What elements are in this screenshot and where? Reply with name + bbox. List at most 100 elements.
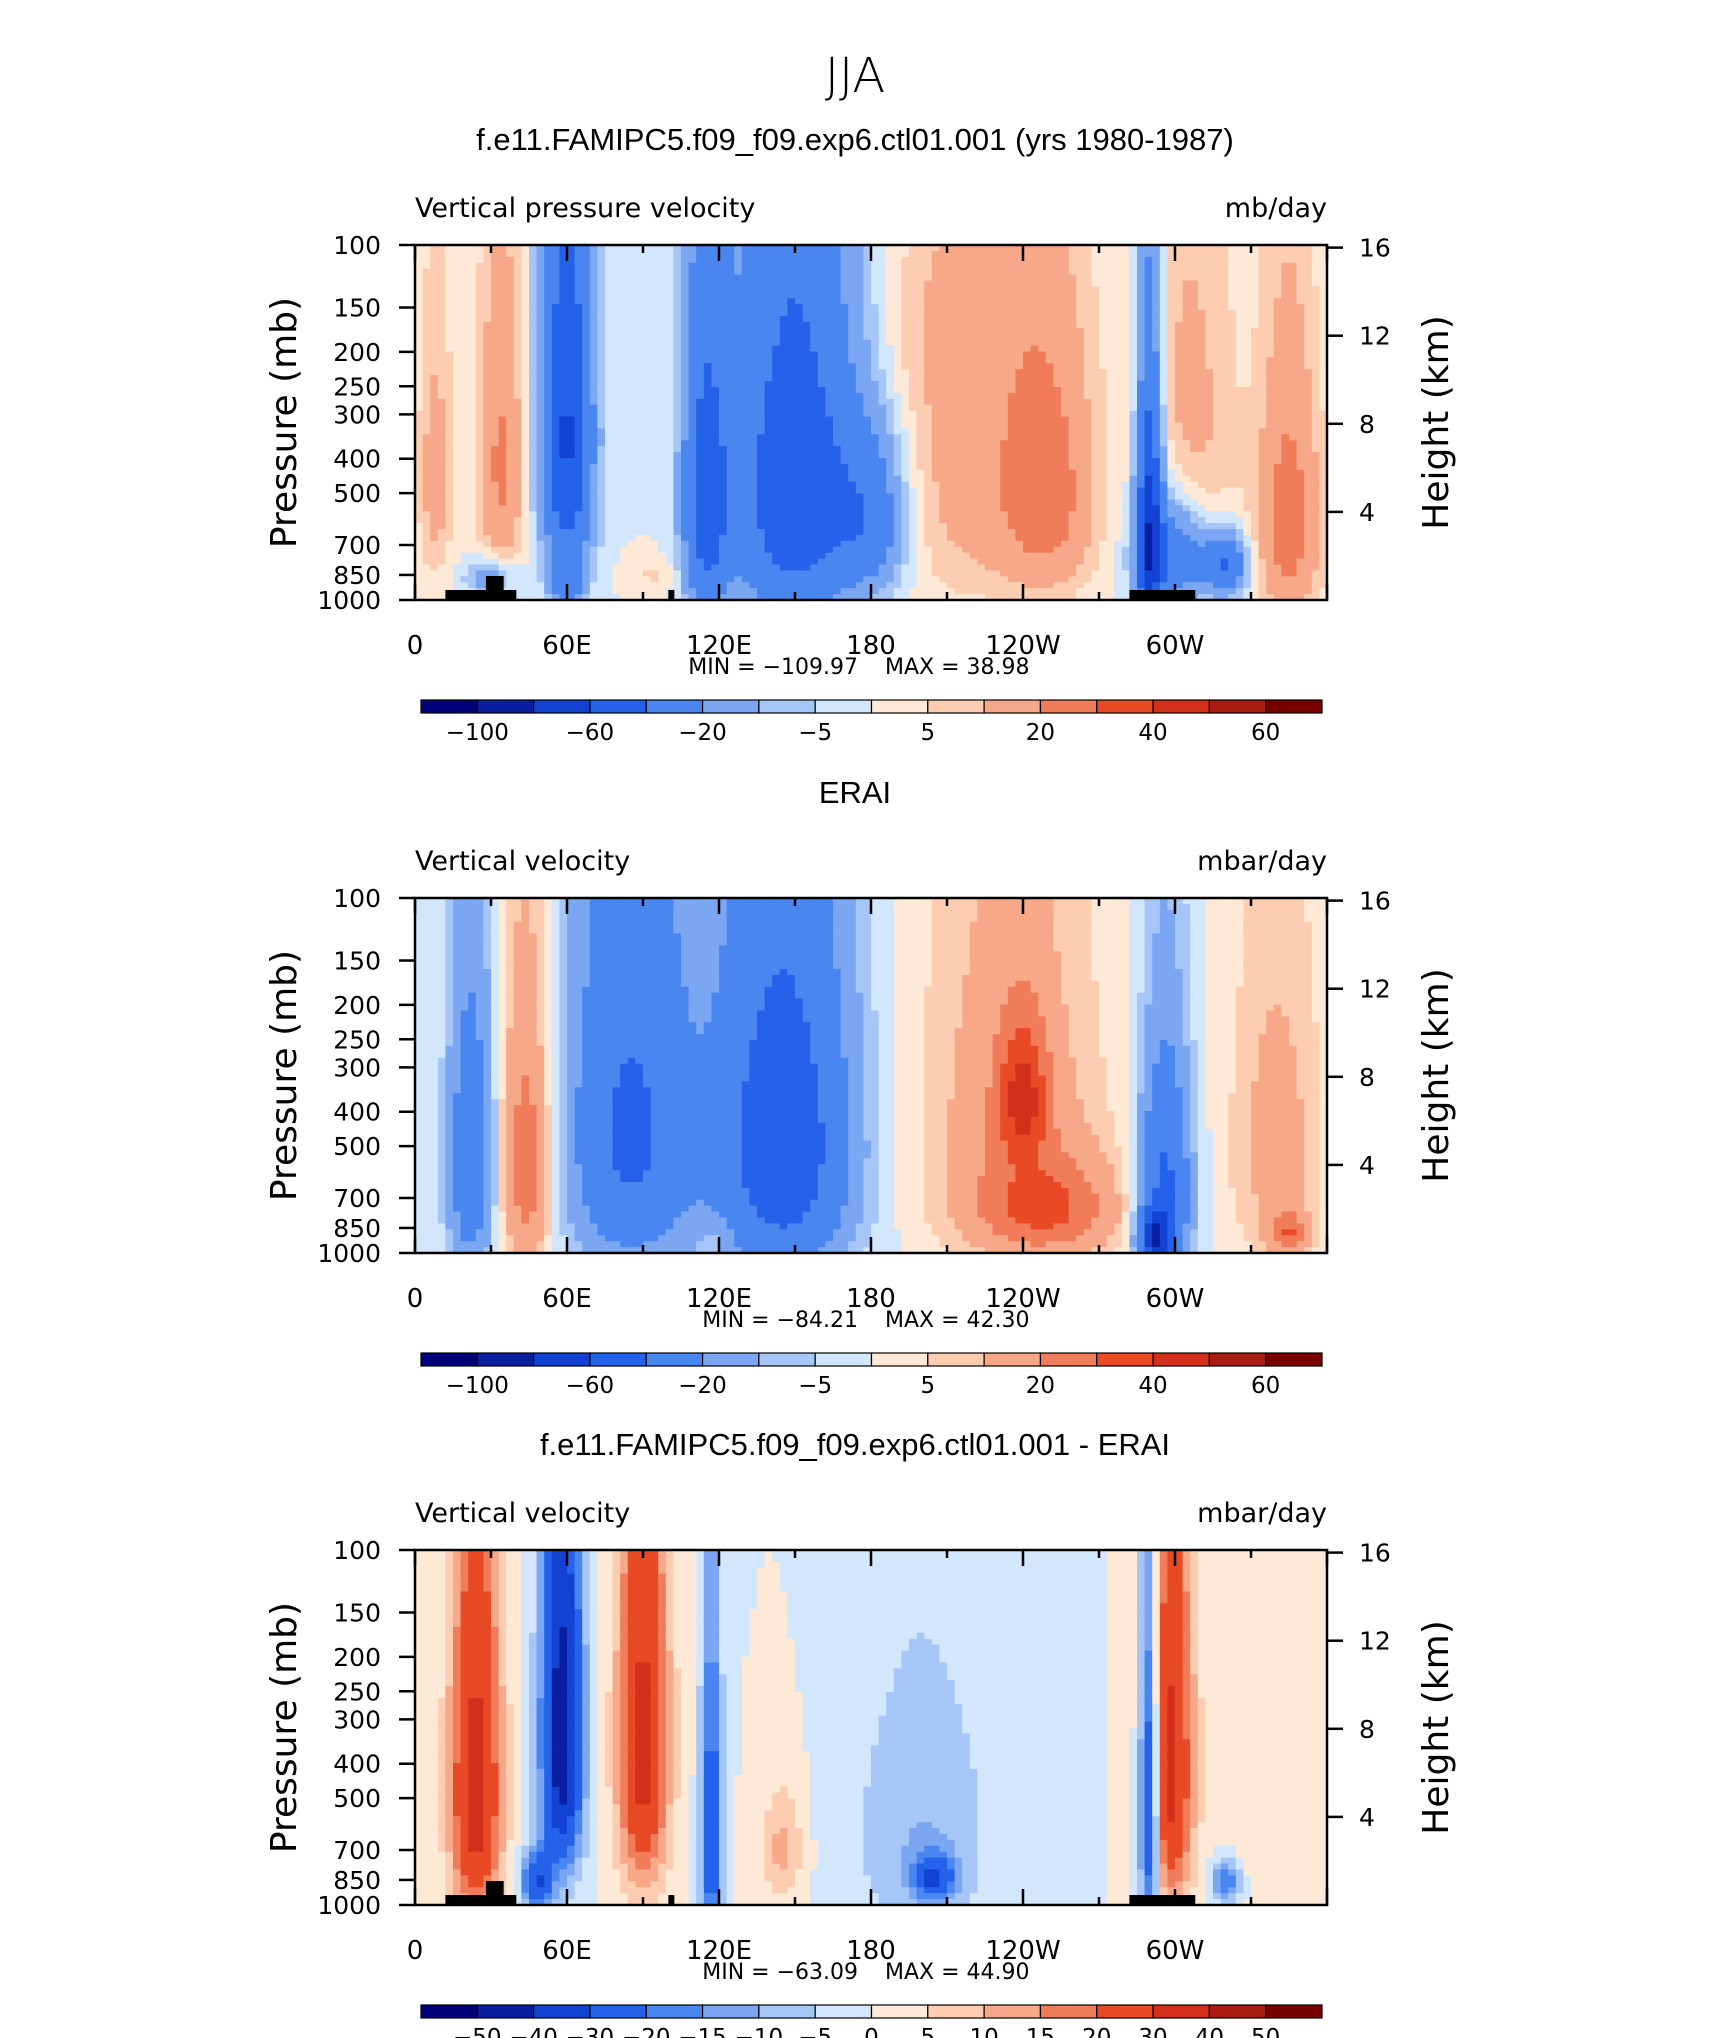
heatmap-cell <box>491 440 500 447</box>
heatmap-cell <box>749 274 758 282</box>
heatmap-cell <box>1311 481 1320 489</box>
heatmap-cell <box>1304 286 1313 293</box>
heatmap-cell <box>833 463 842 471</box>
heatmap-cell <box>741 458 750 465</box>
heatmap-cell <box>688 428 697 435</box>
heatmap-cell <box>536 481 545 489</box>
heatmap-cell <box>757 250 766 258</box>
heatmap-cell <box>817 416 826 424</box>
heatmap-cell <box>1243 274 1252 282</box>
heatmap-cell <box>415 321 424 329</box>
heatmap-cell <box>475 428 484 435</box>
heatmap-cell <box>506 422 515 430</box>
heatmap-cell <box>1296 446 1305 453</box>
heatmap-cell <box>498 351 507 359</box>
heatmap-cell <box>415 428 424 435</box>
heatmap-cell <box>1190 458 1199 465</box>
heatmap-cell <box>962 262 971 270</box>
heatmap-cell <box>878 316 887 323</box>
heatmap-cell <box>1182 245 1191 252</box>
heatmap-cell <box>491 422 500 430</box>
heatmap-cell <box>1167 310 1176 317</box>
heatmap-cell <box>878 286 887 293</box>
heatmap-cell <box>513 410 522 418</box>
heatmap-cell <box>1053 463 1062 471</box>
heatmap-cell <box>779 404 788 412</box>
heatmap-cell <box>430 351 439 359</box>
heatmap-cell <box>574 280 583 288</box>
heatmap-cell <box>1129 333 1138 341</box>
heatmap-cell <box>475 268 484 276</box>
heatmap-cell <box>536 280 545 288</box>
heatmap-cell <box>491 469 500 477</box>
heatmap-cell <box>703 250 712 258</box>
heatmap-cell <box>453 292 462 299</box>
heatmap-cell <box>787 392 796 400</box>
heatmap-cell <box>924 345 933 353</box>
heatmap-cell <box>513 321 522 329</box>
heatmap-cell <box>924 416 933 424</box>
heatmap-cell <box>962 310 971 317</box>
heatmap-cell <box>650 369 659 376</box>
heatmap-cell <box>924 469 933 477</box>
heatmap-cell <box>1083 469 1092 477</box>
heatmap-cell <box>772 327 781 335</box>
heatmap-cell <box>795 398 804 406</box>
heatmap-cell <box>863 398 872 406</box>
heatmap-cell <box>757 292 766 299</box>
heatmap-cell <box>460 351 469 359</box>
heatmap-cell <box>650 274 659 282</box>
heatmap-cell <box>947 339 956 347</box>
heatmap-cell <box>1205 345 1214 353</box>
heatmap-cell <box>719 339 728 347</box>
heatmap-cell <box>1197 256 1206 264</box>
heatmap-cell <box>757 316 766 323</box>
heatmap-cell <box>802 321 811 329</box>
heatmap-cell <box>1114 387 1123 394</box>
heatmap-cell <box>422 387 431 394</box>
heatmap-cell <box>1152 304 1161 311</box>
heatmap-cell <box>1167 327 1176 335</box>
heatmap-cell <box>1144 351 1153 359</box>
heatmap-cell <box>772 321 781 329</box>
heatmap-cell <box>453 310 462 317</box>
heatmap-cell <box>1038 434 1047 441</box>
heatmap-cell <box>795 452 804 459</box>
heatmap-cell <box>1251 469 1260 477</box>
heatmap-cell <box>772 469 781 477</box>
heatmap-cell <box>1228 274 1237 282</box>
heatmap-cell <box>916 387 925 394</box>
heatmap-cell <box>620 440 629 447</box>
heatmap-cell <box>825 256 834 264</box>
heatmap-cell <box>643 321 652 329</box>
heatmap-cell <box>635 458 644 465</box>
heatmap-cell <box>779 458 788 465</box>
heatmap-cell <box>1205 469 1214 477</box>
heatmap-cell <box>1099 351 1108 359</box>
heatmap-cell <box>513 487 522 495</box>
heatmap-cell <box>1076 375 1085 382</box>
heatmap-cell <box>1068 469 1077 477</box>
heatmap-cell <box>886 369 895 376</box>
heatmap-cell <box>551 327 560 335</box>
heatmap-cell <box>1083 345 1092 353</box>
heatmap-cell <box>551 469 560 477</box>
heatmap-cell <box>893 345 902 353</box>
heatmap-cell <box>1289 274 1298 282</box>
heatmap-cell <box>787 416 796 424</box>
heatmap-cell <box>1311 351 1320 359</box>
heatmap-cell <box>931 440 940 447</box>
heatmap-cell <box>589 333 598 341</box>
heatmap-cell <box>787 245 796 252</box>
heatmap-cell <box>962 298 971 305</box>
heatmap-cell <box>749 245 758 252</box>
heatmap-cell <box>506 387 515 394</box>
heatmap-cell <box>544 351 553 359</box>
heatmap-cell <box>506 416 515 424</box>
heatmap-cell <box>802 475 811 483</box>
heatmap-cell <box>1144 428 1153 435</box>
heatmap-cell <box>498 256 507 264</box>
heatmap-cell <box>1061 345 1070 353</box>
heatmap-cell <box>551 363 560 370</box>
heatmap-cell <box>521 321 530 329</box>
